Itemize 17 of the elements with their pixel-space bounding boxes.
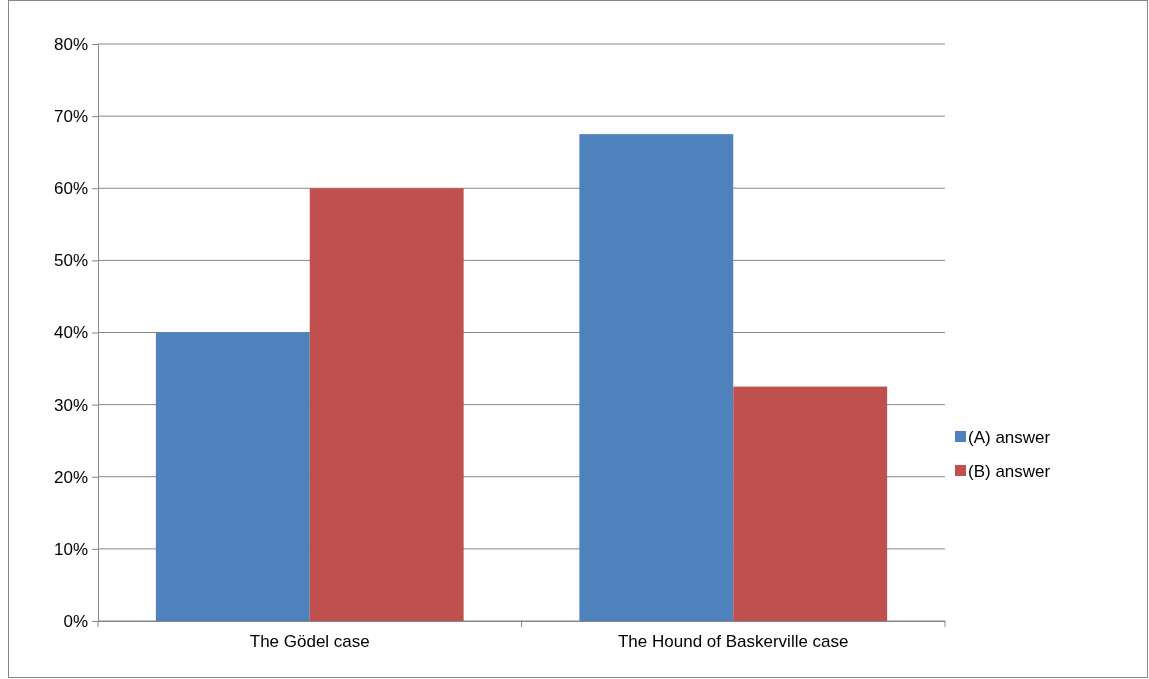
x-tick-label: The Hound of Baskerville case (617, 632, 849, 652)
legend-label: (A) answer (968, 427, 1051, 447)
y-tick-label: 70% (53, 107, 88, 127)
bar (155, 332, 310, 621)
y-tick-label: 80% (53, 34, 88, 54)
bar (733, 386, 888, 621)
y-tick-label: 0% (63, 611, 88, 631)
bar (579, 134, 734, 621)
bar (309, 188, 464, 621)
y-tick-label: 30% (53, 395, 88, 415)
y-tick-label: 10% (53, 539, 88, 559)
y-tick-label: 20% (53, 467, 88, 487)
y-tick-label: 50% (53, 251, 88, 271)
legend-label: (B) answer (968, 461, 1051, 481)
y-tick-label: 60% (53, 179, 88, 199)
x-tick-label: The Gödel case (249, 632, 370, 652)
y-tick-label: 40% (53, 323, 88, 343)
